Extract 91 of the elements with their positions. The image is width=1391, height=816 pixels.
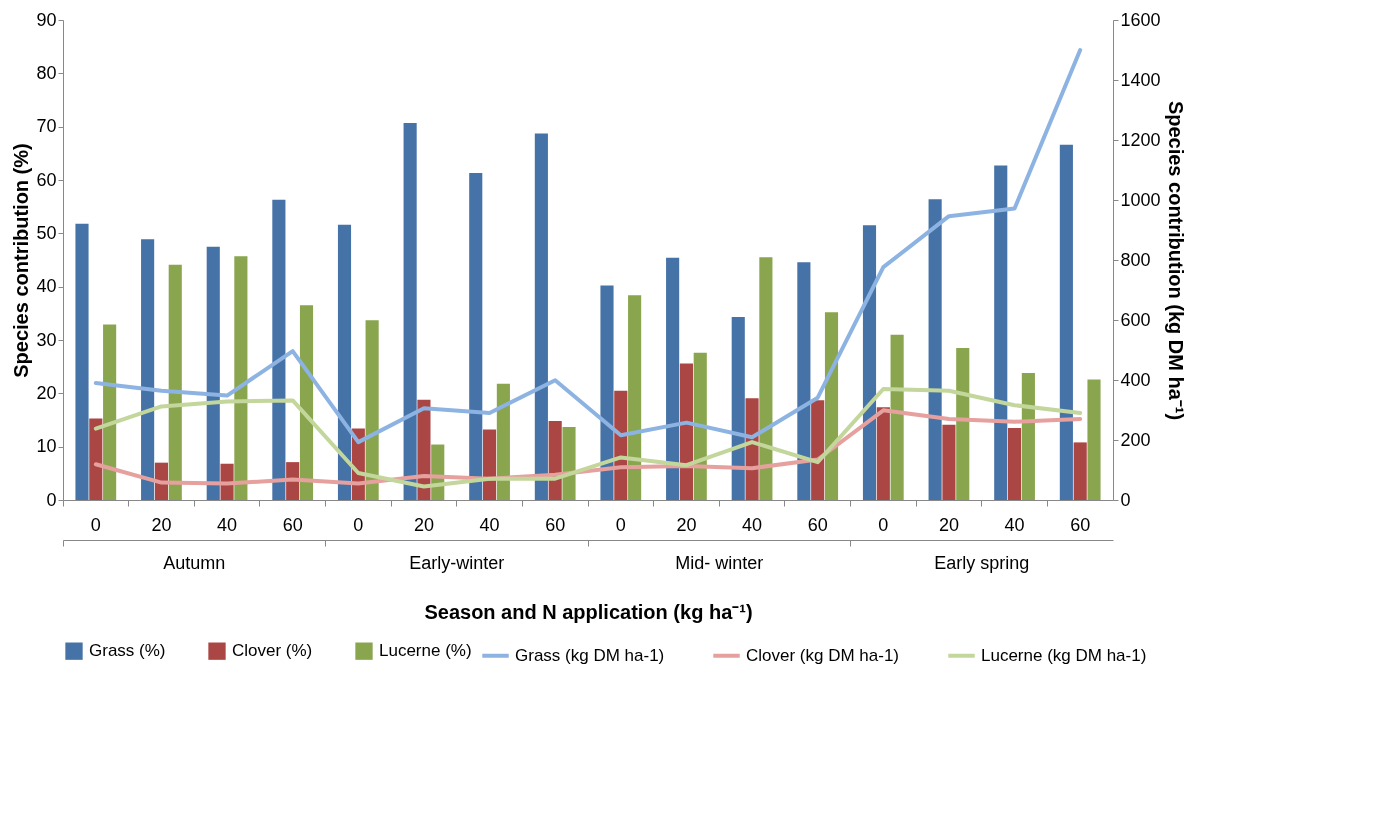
x-tick-label: 60 (282, 514, 303, 535)
y-tick-label: 40 (36, 276, 57, 297)
y-tick-label: 50 (36, 222, 57, 243)
x-tick-label: 20 (413, 514, 434, 535)
legend-label: Grass (%) (89, 641, 166, 661)
bar (862, 225, 877, 500)
bar (628, 295, 642, 500)
x-tick-label: 0 (90, 514, 101, 535)
bar (759, 257, 773, 500)
y2-axis-title: Species contribution (kg DM ha⁻¹) (1164, 100, 1187, 421)
line-series (93, 48, 1083, 445)
y2-tick-label: 1400 (1120, 69, 1161, 90)
bar (600, 285, 614, 500)
bar (75, 223, 89, 500)
bar (469, 173, 483, 500)
bar (417, 399, 431, 500)
y2-tick-label: 400 (1120, 369, 1151, 390)
bar (693, 352, 707, 500)
x-tick-label: 40 (1004, 514, 1025, 535)
bar (824, 312, 839, 500)
y2-tick-label: 600 (1120, 309, 1151, 330)
bar (403, 122, 417, 500)
bar (679, 363, 693, 500)
bar (89, 418, 103, 500)
y-tick-label: 0 (46, 489, 57, 510)
bar (562, 426, 576, 500)
y2-tick-label: 800 (1120, 249, 1151, 270)
text: Early-winter (409, 552, 505, 573)
legend-label: Clover (%) (232, 641, 313, 661)
bar (496, 383, 510, 500)
legend-label: Clover (kg DM ha-1) (746, 645, 900, 665)
y2-tick-label: 0 (1120, 489, 1131, 510)
bar (956, 348, 970, 500)
y-tick-label: 20 (36, 382, 57, 403)
x-tick-label: 0 (353, 514, 364, 535)
bar (811, 400, 825, 500)
bar (942, 424, 956, 500)
bar (1008, 428, 1022, 500)
bar (365, 320, 379, 500)
text: Autumn (163, 552, 226, 573)
x-tick-label: 0 (878, 514, 889, 535)
y-tick-label: 90 (36, 9, 57, 30)
legend-label: Lucerne (%) (379, 641, 472, 661)
legend-label: Lucerne (kg DM ha-1) (981, 645, 1147, 665)
bar (141, 239, 155, 500)
text: Early spring (934, 552, 1030, 573)
bar (168, 264, 182, 500)
x-tick-label: 20 (151, 514, 172, 535)
bar (1073, 442, 1087, 500)
bar (272, 199, 286, 500)
y-axis-title: Species contribution (%) (10, 143, 33, 378)
x-tick-label: 60 (807, 514, 828, 535)
bar (548, 421, 562, 500)
x-tick-label: 20 (938, 514, 959, 535)
bar (1021, 373, 1035, 500)
bar (337, 224, 352, 500)
y2-tick-label: 1000 (1120, 189, 1161, 210)
x-tick-label: 40 (742, 514, 763, 535)
bar (928, 199, 942, 500)
bar (994, 165, 1008, 500)
y-tick-label: 80 (36, 62, 57, 83)
bar (299, 305, 314, 500)
bar (483, 429, 497, 500)
bar (234, 256, 248, 500)
bar (103, 324, 117, 500)
line-series (93, 387, 1083, 489)
y2-tick-label: 1200 (1120, 129, 1161, 150)
x-tick-label: 60 (545, 514, 566, 535)
bar (1087, 379, 1101, 500)
y-tick-label: 60 (36, 169, 57, 190)
bar (666, 257, 680, 500)
bar (797, 262, 811, 500)
x-tick-label: 60 (1070, 514, 1091, 535)
bar (1059, 144, 1073, 500)
x-tick-label: 40 (479, 514, 500, 535)
bar (534, 133, 548, 500)
y2-tick-label: 1600 (1120, 9, 1161, 30)
bar (206, 246, 220, 500)
y-tick-label: 30 (36, 329, 57, 350)
legend-label: Grass (kg DM ha-1) (515, 645, 665, 665)
bar (890, 334, 904, 500)
text: Mid- winter (675, 552, 764, 573)
x-tick-label: 20 (676, 514, 697, 535)
bar (876, 407, 890, 500)
y2-tick-label: 200 (1120, 429, 1151, 450)
x-tick-label: 0 (615, 514, 626, 535)
y-tick-label: 10 (36, 436, 57, 457)
x-tick-label: 40 (217, 514, 238, 535)
bar (731, 317, 745, 500)
y-tick-label: 70 (36, 116, 57, 137)
x-axis-title: Season and N application (kg ha⁻¹) (424, 600, 753, 623)
